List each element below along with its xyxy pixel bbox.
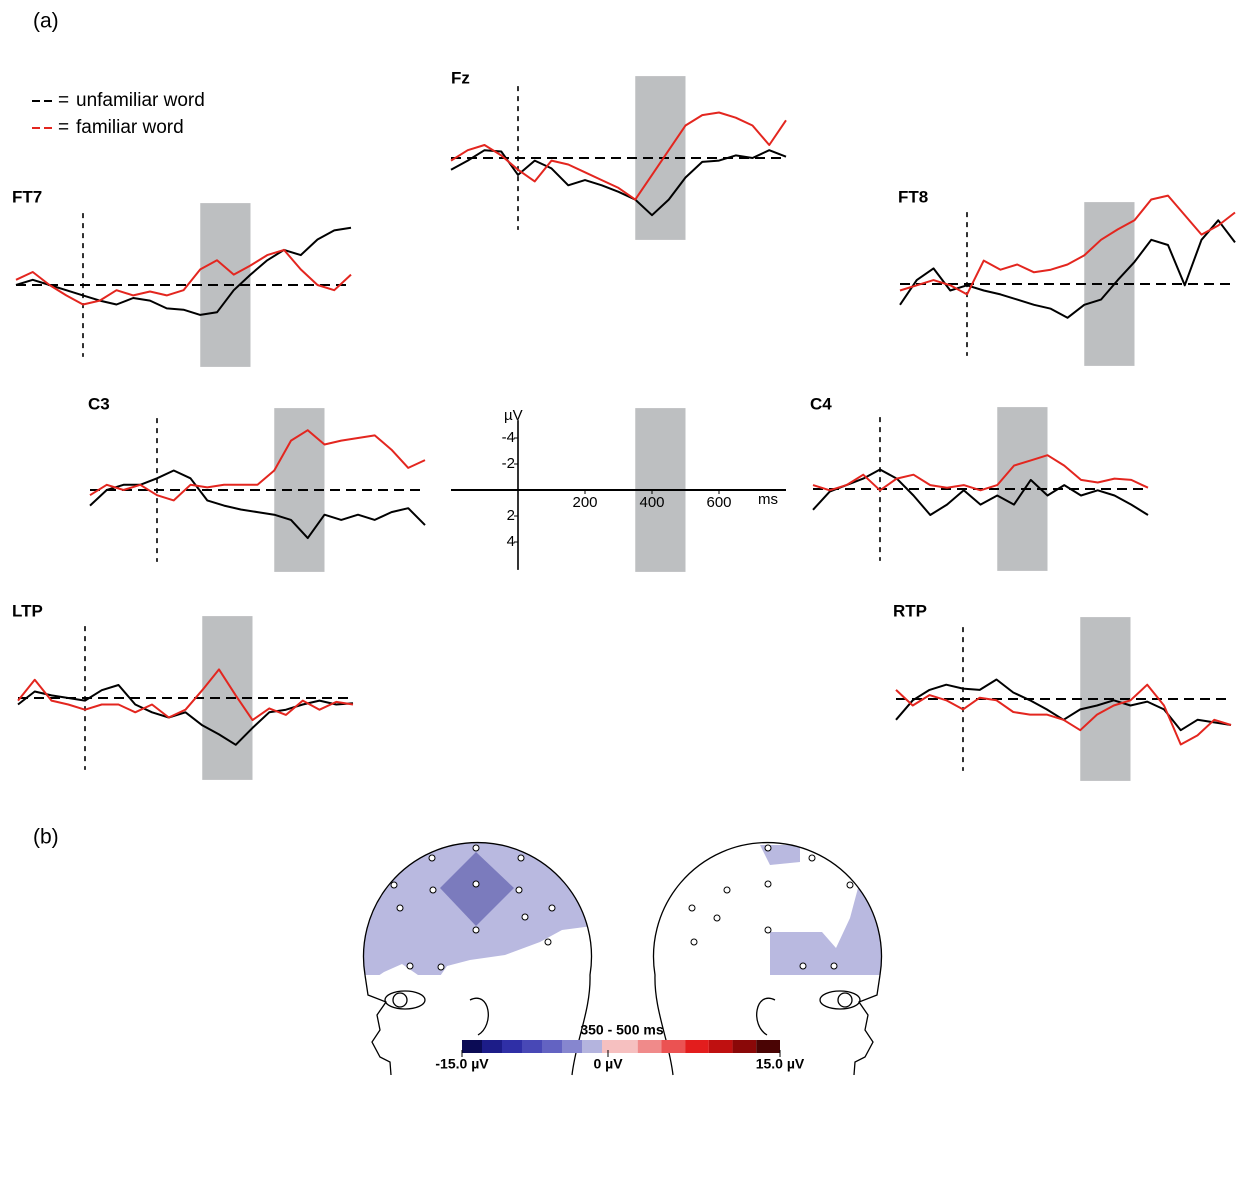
legend-label: unfamiliar word [76, 90, 205, 111]
colorbar-cell [462, 1040, 482, 1053]
waveform [90, 471, 425, 539]
legend-separator: = [58, 117, 69, 138]
panel-title: FT8 [898, 187, 928, 206]
legend-label: familiar word [76, 117, 184, 138]
colorbar-cell [562, 1040, 582, 1053]
colorbar-cell [582, 1040, 602, 1053]
y-tick-label: -4 [502, 429, 515, 446]
panel-label: (a) [33, 10, 59, 33]
topomap-title: 350 - 500 ms [580, 1022, 663, 1038]
waveform [896, 680, 1231, 731]
legend-separator: = [58, 90, 69, 111]
y-tick-label: 2 [507, 507, 515, 524]
colorbar-cell [756, 1040, 780, 1053]
waveform [813, 470, 1148, 516]
colorbar-cell [733, 1040, 757, 1053]
waveform [16, 228, 351, 315]
colorbar-label: -15.0 µV [435, 1056, 489, 1072]
waveform [451, 150, 786, 215]
x-tick-label: 200 [572, 494, 597, 511]
figure: (a) (b) = = unfamiliar word familiar wor… [0, 0, 1244, 1195]
colorbar-cell [542, 1040, 562, 1053]
colorbar-cell [709, 1040, 733, 1053]
colorbar-cell [502, 1040, 522, 1053]
topo-region [770, 880, 885, 985]
colorbar-cell [602, 1040, 638, 1053]
colorbar-cell [482, 1040, 502, 1053]
x-tick-label: 400 [639, 494, 664, 511]
panel-title: Fz [451, 68, 470, 87]
head-left [355, 838, 600, 1075]
x-tick-label: 600 [706, 494, 731, 511]
panel-title: C4 [810, 394, 832, 413]
panel-label: (b) [33, 826, 59, 849]
waveform [900, 220, 1235, 317]
y-tick-label: -2 [502, 455, 515, 472]
waveform [16, 250, 351, 305]
colorbar-label: 0 µV [593, 1056, 623, 1072]
panel-title: LTP [12, 601, 43, 620]
colorbar-cell [638, 1040, 662, 1053]
panel-title: RTP [893, 601, 927, 620]
colorbar-label: 15.0 µV [756, 1056, 805, 1072]
waveform [896, 685, 1231, 745]
colorbar-cell [522, 1040, 542, 1053]
panel-title: C3 [88, 394, 110, 413]
panel-title: FT7 [12, 187, 42, 206]
y-tick-label: 4 [507, 533, 515, 550]
waveform [900, 196, 1235, 295]
colorbar-cell [685, 1040, 709, 1053]
waveform [18, 685, 353, 745]
colorbar-cell [661, 1040, 685, 1053]
legend: = = unfamiliar word familiar word [32, 90, 205, 138]
waveform [813, 455, 1148, 490]
x-axis-label: ms [758, 491, 778, 508]
y-axis-label: µV [504, 407, 523, 424]
